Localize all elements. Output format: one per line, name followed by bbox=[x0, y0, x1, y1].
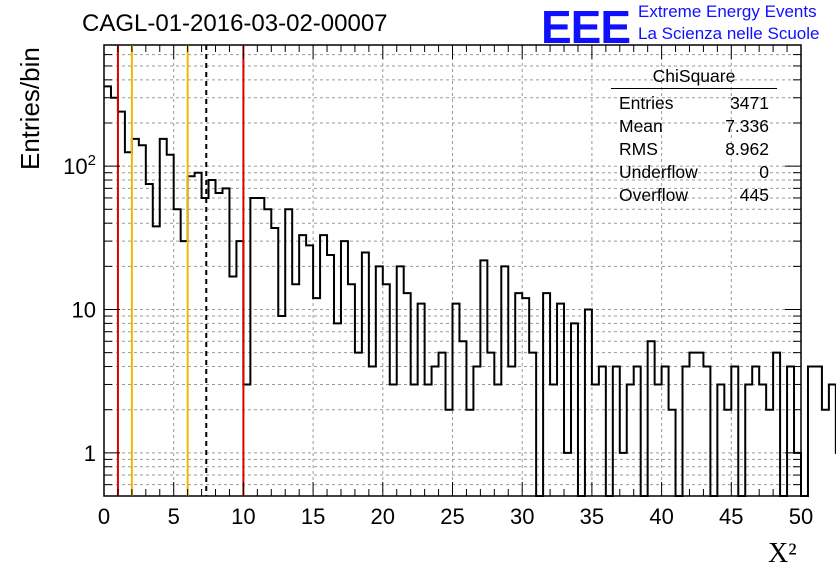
stats-value: 0 bbox=[759, 162, 769, 182]
stats-row-underflow: Underflow 0 bbox=[611, 161, 777, 184]
stats-value: 7.336 bbox=[725, 116, 769, 136]
chart-title: CAGL-01-2016-03-02-00007 bbox=[82, 10, 388, 37]
stats-label: Entries bbox=[619, 93, 674, 113]
x-tick-label: 10 bbox=[231, 504, 255, 529]
stats-label: Overflow bbox=[619, 185, 689, 205]
x-tick-label: 30 bbox=[510, 504, 534, 529]
y-tick-label: 102 bbox=[63, 152, 96, 179]
stats-title: ChiSquare bbox=[611, 66, 777, 89]
stats-label: RMS bbox=[619, 139, 658, 159]
stats-row-rms: RMS 8.962 bbox=[611, 138, 777, 161]
y-tick-label: 10 bbox=[72, 297, 96, 322]
stats-row-entries: Entries 3471 bbox=[611, 92, 777, 115]
y-tick-label: 1 bbox=[84, 441, 96, 466]
axis-ticks bbox=[103, 45, 802, 496]
x-tick-label: 35 bbox=[580, 504, 604, 529]
stats-row-overflow: Overflow 445 bbox=[611, 184, 777, 207]
stats-label: Mean bbox=[619, 116, 663, 136]
x-tick-label: 15 bbox=[301, 504, 325, 529]
x-tick-label: 20 bbox=[371, 504, 395, 529]
vertical-markers bbox=[116, 45, 245, 496]
x-tick-label: 50 bbox=[789, 504, 813, 529]
stats-box: ChiSquare Entries 3471 Mean 7.336 RMS 8.… bbox=[611, 66, 777, 207]
stats-label: Underflow bbox=[619, 162, 698, 182]
histogram-series bbox=[104, 85, 836, 497]
tick-labels: 0 5 10 15 20 25 30 35 40 45 50 1 10 102 bbox=[63, 152, 813, 529]
x-tick-label: 0 bbox=[98, 504, 110, 529]
logo-line1: Extreme Energy Events bbox=[638, 2, 817, 21]
x-tick-label: 5 bbox=[168, 504, 180, 529]
x-tick-label: 45 bbox=[719, 504, 743, 529]
x-tick-label: 40 bbox=[649, 504, 673, 529]
logo-line2: La Scienza nelle Scuole bbox=[638, 24, 820, 43]
histogram-outline bbox=[104, 85, 836, 497]
logo-mark: EEE bbox=[541, 1, 631, 53]
stats-value: 8.962 bbox=[725, 139, 769, 159]
stats-row-mean: Mean 7.336 bbox=[611, 115, 777, 138]
y-axis-label: Entries/bin bbox=[15, 47, 45, 170]
x-axis-label: X² bbox=[768, 538, 797, 569]
x-tick-label: 25 bbox=[440, 504, 464, 529]
stats-value: 3471 bbox=[730, 93, 769, 113]
stats-value: 445 bbox=[739, 185, 769, 205]
